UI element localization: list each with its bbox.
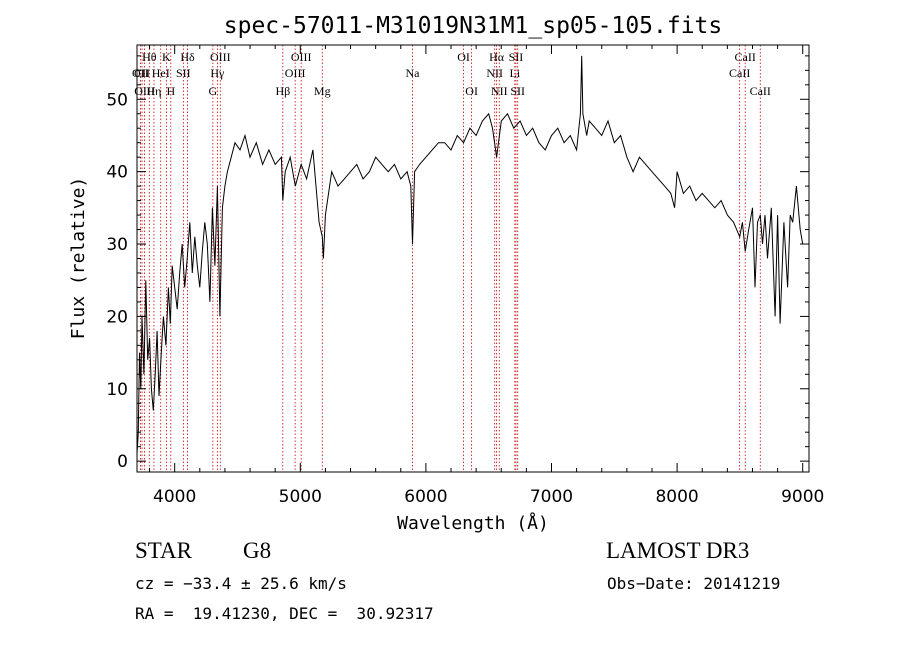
x-tick-label: 7000: [530, 487, 573, 507]
spectral-line-label: Hθ: [142, 50, 157, 64]
spectral-line-label: OIII: [134, 84, 155, 98]
spectral-line-label: SII: [176, 66, 191, 80]
spectral-line-label: Hγ: [210, 66, 225, 80]
y-tick-label: 50: [106, 90, 128, 110]
spectral-line-label: HeI: [152, 66, 170, 80]
x-axis-ticks: 4000 5000 6000 7000 8000 9000: [149, 45, 824, 507]
spectral-line-label: CII: [134, 66, 150, 80]
spectral-line-label: SII: [509, 50, 524, 64]
spectral-line-label: G: [209, 84, 218, 98]
coordinates: RA = 19.41230, DEC = 30.92317: [135, 604, 434, 623]
spectral-line-label: Li: [509, 66, 520, 80]
spectral-line-label: OI: [457, 50, 470, 64]
spectrum-series-line: [136, 55, 804, 454]
spectral-line-label: Hδ: [180, 50, 195, 64]
spectral-line-label: OI: [465, 84, 478, 98]
x-tick-label: 8000: [655, 487, 698, 507]
spectral-line-label: CaII: [735, 50, 756, 64]
plot-frame: [136, 44, 810, 473]
chart-title: spec-57011-M31019N31M1_sp05-105.fits: [224, 13, 723, 39]
object-class: STAR: [135, 538, 192, 563]
x-tick-label: 5000: [279, 487, 322, 507]
spectral-line-label: CaII: [750, 84, 771, 98]
x-tick-label: 9000: [781, 487, 824, 507]
spectral-line-markers: [139, 45, 761, 472]
spectral-line-label: OIII: [291, 50, 312, 64]
spectral-line-label: H: [166, 84, 175, 98]
spectral-line-label: OIII: [210, 50, 231, 64]
x-tick-label: 4000: [153, 487, 196, 507]
y-tick-label: 40: [106, 163, 128, 183]
spectral-line-label: OII: [132, 66, 149, 80]
y-axis-ticks: 0 10 20 30 40 50: [106, 55, 809, 472]
y-tick-label: 10: [106, 380, 128, 400]
spectral-line-label: NII: [486, 66, 503, 80]
spectral-line-label: Mg: [314, 84, 331, 98]
spectral-line-label: Na: [405, 66, 420, 80]
x-axis-label: Wavelength (Å): [397, 512, 549, 534]
spectral-line-label: NII: [491, 84, 508, 98]
y-axis-label: Flux (relative): [68, 177, 89, 340]
spectral-line-label: CaII: [729, 66, 750, 80]
y-tick-label: 30: [106, 235, 128, 255]
x-tick-label: 6000: [404, 487, 447, 507]
survey-name: LAMOST DR3: [606, 538, 750, 563]
observation-date: Obs−Date: 20141219: [607, 574, 781, 593]
y-tick-label: 20: [106, 307, 128, 327]
y-tick-label: 0: [117, 452, 128, 472]
spectral-line-label: OIII: [285, 66, 306, 80]
spectral-line-label: Hα: [489, 50, 505, 64]
spectral-line-label: SII: [510, 84, 525, 98]
spectral-line-label: Hη: [146, 84, 161, 98]
redshift-cz: cz = −33.4 ± 25.6 km/s: [135, 574, 347, 593]
subclass: G8: [243, 538, 272, 563]
spectral-line-label: Hβ: [275, 84, 290, 98]
spectral-line-label: K: [162, 50, 171, 64]
